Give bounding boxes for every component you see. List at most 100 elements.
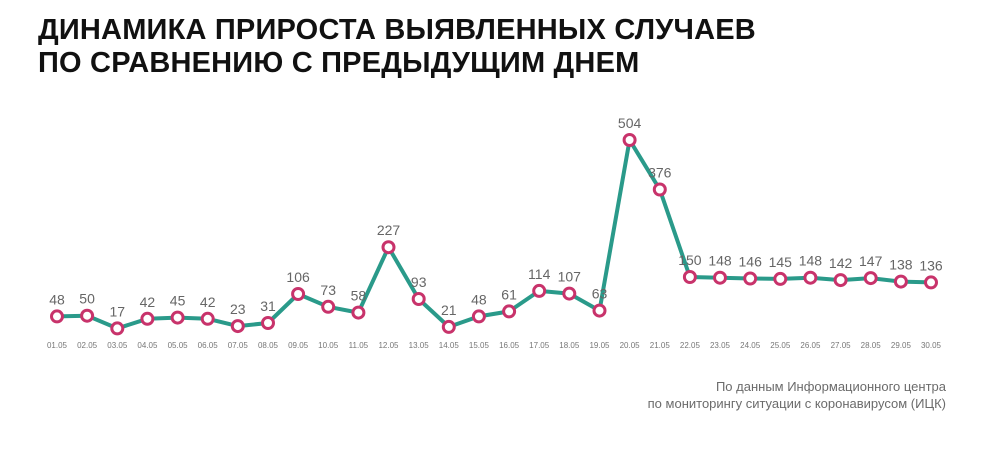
data-point-22.05	[682, 270, 697, 284]
value-label-13.05: 93	[411, 274, 427, 290]
data-point-30.05	[924, 275, 938, 290]
value-label-19.05: 63	[592, 286, 608, 302]
value-label-23.05: 148	[708, 253, 732, 269]
data-point-21.05	[652, 182, 667, 197]
chart-title: ДИНАМИКА ПРИРОСТА ВЫЯВЛЕННЫХ СЛУЧАЕВ ПО …	[38, 14, 756, 80]
x-tick-label-20.05: 20.05	[620, 341, 641, 350]
data-point-28.05	[863, 271, 878, 286]
data-point-27.05	[833, 273, 848, 288]
value-label-15.05: 48	[471, 291, 487, 307]
x-tick-label-28.05: 28.05	[861, 341, 882, 350]
value-label-05.05: 45	[170, 293, 186, 309]
value-label-06.05: 42	[200, 294, 216, 310]
data-point-19.05	[592, 303, 607, 318]
value-label-20.05: 504	[618, 115, 642, 131]
data-point-08.05	[261, 316, 275, 330]
data-point-11.05	[351, 305, 366, 320]
data-point-05.05	[170, 310, 185, 325]
value-label-25.05: 145	[769, 254, 793, 270]
data-point-02.05	[80, 308, 95, 323]
value-label-22.05: 150	[678, 252, 702, 268]
x-tick-label-05.05: 05.05	[168, 341, 189, 350]
x-tick-label-01.05: 01.05	[47, 341, 68, 350]
value-label-29.05: 138	[889, 257, 913, 273]
x-tick-label-14.05: 14.05	[439, 341, 460, 350]
value-label-11.05: 58	[351, 288, 367, 304]
x-tick-label-17.05: 17.05	[529, 341, 550, 350]
data-point-06.05	[200, 311, 215, 326]
data-point-10.05	[321, 299, 336, 314]
chart-title-line-1: ДИНАМИКА ПРИРОСТА ВЫЯВЛЕННЫХ СЛУЧАЕВ	[38, 14, 756, 46]
x-tick-label-27.05: 27.05	[831, 341, 852, 350]
data-point-17.05	[532, 283, 547, 298]
value-label-24.05: 146	[739, 254, 763, 270]
data-point-23.05	[713, 270, 727, 285]
data-point-26.05	[803, 270, 818, 285]
value-label-10.05: 73	[320, 282, 336, 298]
x-tick-label-02.05: 02.05	[77, 341, 98, 350]
value-label-14.05: 21	[441, 302, 457, 318]
data-point-15.05	[471, 309, 486, 324]
x-tick-label-16.05: 16.05	[499, 341, 520, 350]
series-line	[55, 138, 933, 331]
data-point-13.05	[411, 292, 426, 306]
chart-title-line-2: ПО СРАВНЕНИЮ С ПРЕДЫДУЩИМ ДНЕМ	[38, 47, 640, 79]
value-label-30.05: 136	[919, 257, 943, 273]
marker-layer	[50, 133, 938, 336]
x-tick-label-07.05: 07.05	[228, 341, 249, 350]
value-label-16.05: 61	[501, 286, 517, 302]
x-tick-label-26.05: 26.05	[800, 341, 821, 350]
x-tick-label-09.05: 09.05	[288, 341, 309, 350]
value-label-27.05: 142	[829, 255, 853, 271]
x-tick-label-25.05: 25.05	[770, 341, 791, 350]
x-tick-label-04.05: 04.05	[137, 341, 158, 350]
value-label-26.05: 148	[799, 253, 823, 269]
value-label-04.05: 42	[140, 294, 156, 310]
x-tick-label-13.05: 13.05	[409, 341, 430, 350]
value-label-07.05: 23	[230, 301, 246, 317]
series-line-layer	[55, 138, 933, 331]
x-tick-label-11.05: 11.05	[349, 341, 369, 350]
x-tick-label-06.05: 06.05	[198, 341, 219, 350]
value-label-28.05: 147	[859, 253, 883, 269]
data-point-25.05	[773, 271, 788, 286]
x-tick-label-23.05: 23.05	[710, 341, 731, 350]
data-point-24.05	[743, 271, 758, 286]
value-label-03.05: 17	[110, 303, 126, 319]
value-label-08.05: 31	[260, 298, 276, 314]
value-label-12.05: 227	[377, 222, 401, 238]
data-point-16.05	[502, 304, 517, 319]
x-tick-label-18.05: 18.05	[559, 341, 580, 350]
x-tick-label-03.05: 03.05	[107, 341, 128, 350]
x-tick-label-21.05: 21.05	[650, 341, 671, 350]
x-tick-label-19.05: 19.05	[589, 341, 610, 350]
x-tick-label-08.05: 08.05	[258, 341, 279, 350]
source-line-1: По данным Информационного центра	[715, 379, 946, 394]
data-point-09.05	[291, 287, 306, 301]
value-label-18.05: 107	[558, 269, 582, 285]
x-tick-label-30.05: 30.05	[921, 341, 942, 350]
value-label-layer: 48 50 17 42 45 42 23 31 106 73 58 227 93 21 48 61 114 107…	[49, 115, 943, 319]
x-tick-label-24.05: 24.05	[740, 341, 761, 350]
data-point-29.05	[893, 274, 908, 289]
source-note: По данным Информационного центра по мони…	[648, 378, 946, 412]
source-line-2: по мониторингу ситуации с коронавирусом …	[647, 396, 946, 411]
data-point-12.05	[381, 240, 396, 255]
x-tick-label-15.05: 15.05	[469, 341, 490, 350]
value-label-09.05: 106	[286, 269, 310, 285]
data-point-01.05	[50, 309, 64, 324]
value-label-01.05: 48	[49, 291, 65, 307]
x-tick-label-22.05: 22.05	[680, 341, 701, 350]
x-tick-label-29.05: 29.05	[891, 341, 912, 350]
x-tick-label-10.05: 10.05	[318, 341, 339, 350]
value-label-17.05: 114	[528, 266, 551, 282]
data-point-07.05	[230, 319, 245, 334]
x-tick-label-12.05: 12.05	[378, 341, 399, 350]
x-tick-layer: 01.05 02.05 03.05 04.05 05.05 06.05 07.05 08.05…	[47, 341, 942, 350]
value-label-02.05: 50	[79, 291, 95, 307]
data-point-04.05	[140, 311, 155, 326]
data-point-03.05	[110, 321, 125, 336]
data-point-18.05	[562, 286, 577, 301]
value-label-21.05: 376	[648, 165, 672, 181]
